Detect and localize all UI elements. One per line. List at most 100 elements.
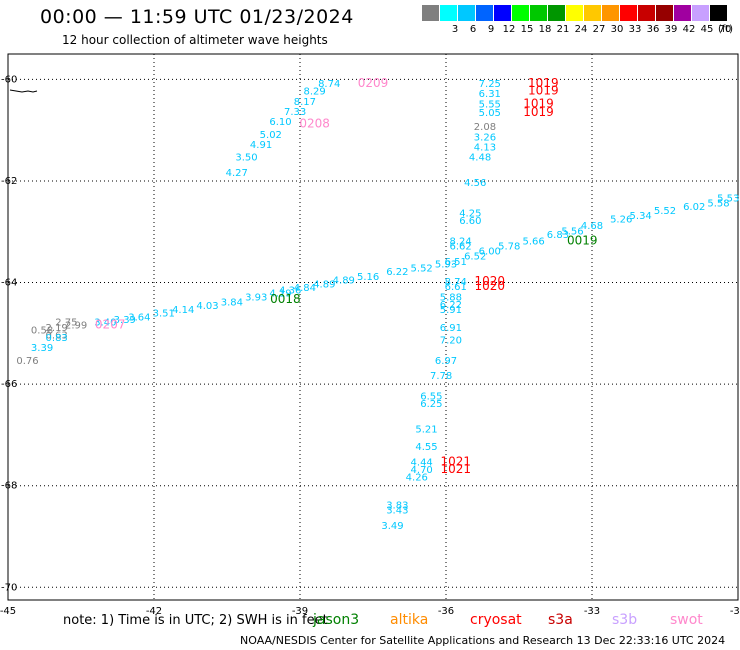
wave-height-label: 8.17: [294, 97, 316, 108]
satellite-name: swot: [670, 612, 703, 628]
lat-tick-label: -60: [1, 74, 17, 85]
coastline-fragment: [9, 89, 38, 93]
wave-height-label: 5.58: [707, 198, 729, 209]
wave-height-label: 5.52: [411, 263, 433, 274]
wave-height-label: 5.78: [498, 242, 520, 253]
map-subtitle: 12 hour collection of altimeter wave hei…: [62, 33, 328, 47]
wave-height-label: 4.70: [411, 465, 433, 476]
wave-height-label: 4.36: [279, 286, 301, 297]
wave-height-label: 8.74: [318, 79, 340, 90]
wave-height-label: 0.76: [16, 356, 38, 367]
wave-height-label: 3.51: [153, 309, 175, 320]
wave-height-label: 6.00: [479, 247, 501, 258]
wave-height-label: 6.25: [420, 399, 442, 410]
wave-height-label: 6.97: [435, 356, 457, 367]
lon-tick-label: -36: [438, 606, 454, 617]
satellite-name: s3b: [612, 612, 638, 628]
legend-label: 3: [451, 24, 459, 35]
lat-tick-label: -66: [1, 379, 17, 390]
wave-height-label: 8.24: [449, 236, 471, 247]
legend-label: 9: [487, 24, 495, 35]
legend-unit: (ft): [718, 24, 734, 35]
lat-tick-label: -68: [1, 481, 17, 492]
time-label: 1019: [528, 84, 559, 98]
satellite-name: altika: [390, 612, 429, 628]
legend-swatch: [620, 5, 637, 21]
legend-swatch: [548, 5, 565, 21]
wave-height-label: 6.10: [269, 117, 291, 128]
lat-tick-label: -62: [1, 176, 17, 187]
wave-height-label: 4.56: [464, 178, 486, 189]
legend-swatch: [422, 5, 439, 21]
wave-height-label: 6.91: [440, 323, 462, 334]
lon-tick-label: -33: [584, 606, 600, 617]
satellite-name: s3a: [548, 612, 573, 628]
wave-height-label: 6.02: [683, 202, 705, 213]
wave-height-label: 4.55: [415, 442, 437, 453]
wave-height-label: 4.89: [313, 280, 335, 291]
wave-height-label: 5.91: [440, 305, 462, 316]
lon-tick-label: -45: [0, 606, 16, 617]
graticule: [8, 54, 738, 600]
legend-label: 18: [538, 24, 552, 35]
wave-height-label: 3.83: [386, 501, 408, 512]
wave-height-label: 3.49: [381, 521, 403, 532]
legend-label: 6: [469, 24, 477, 35]
wave-height-label: 7.33: [284, 107, 306, 118]
lon-tick-label: -39: [292, 606, 308, 617]
legend-label: 45: [700, 24, 714, 35]
note-text: note: 1) Time is in UTC; 2) SWH is in fe…: [63, 613, 328, 628]
legend-label: 36: [646, 24, 660, 35]
time-label: 0208: [299, 117, 330, 131]
legend-swatch: [476, 5, 493, 21]
time-label: 1020: [475, 279, 506, 293]
legend-swatch: [494, 5, 511, 21]
wave-height-label: 8.29: [303, 87, 325, 98]
legend-label: 70: [718, 24, 732, 35]
lat-tick-label: -64: [1, 278, 17, 289]
wave-height-label: 0.83: [46, 333, 68, 344]
wave-height-label: 5.52: [654, 206, 676, 217]
wave-height-label: 7.25: [479, 79, 501, 90]
lon-tick-label: -30: [730, 606, 740, 617]
wave-height-label: 3.39: [31, 343, 53, 354]
wave-height-label: 6.22: [386, 267, 408, 278]
wave-height-label: 4.89: [333, 276, 355, 287]
lon-tick-label: -42: [146, 606, 162, 617]
wave-height-label: 7.20: [440, 336, 462, 347]
wave-height-label: 5.02: [260, 130, 282, 141]
wave-height-label: 3.40: [94, 318, 116, 329]
wave-height-label: 6.22: [440, 300, 462, 311]
wave-height-label: 6.52: [464, 252, 486, 263]
time-label: 1020: [475, 274, 506, 288]
wave-height-label: 5.21: [415, 424, 437, 435]
axis-ticks: -45 -42 -39 -36 -33 -30 -60 -62 -64 -66 -68 -70: [0, 74, 740, 617]
wave-height-label: 6.51: [445, 257, 467, 268]
wave-height-label: 4.27: [226, 168, 248, 179]
wave-height-label: 6.62: [449, 242, 471, 253]
time-label: 0019: [567, 233, 598, 247]
wave-height-label: 0.63: [46, 330, 68, 341]
legend-label: 42: [682, 24, 696, 35]
wave-height-label: 8.74: [445, 277, 467, 288]
legend-label: 21: [556, 24, 570, 35]
wave-height-label: 4.25: [459, 209, 481, 220]
time-label: 0018: [270, 292, 301, 306]
wave-height-label: 3.26: [474, 132, 496, 143]
wave-height-label: 5.56: [561, 226, 583, 237]
wave-height-label: 4.03: [196, 301, 218, 312]
legend-swatch: [638, 5, 655, 21]
legend-swatch: [440, 5, 457, 21]
wave-height-label: 4.13: [474, 143, 496, 154]
wave-height-label: 4.84: [294, 283, 316, 294]
legend-label: 30: [610, 24, 624, 35]
wave-height-label: 3.84: [221, 297, 243, 308]
credit-line: NOAA/NESDIS Center for Satellite Applica…: [240, 634, 726, 647]
legend-swatch: [692, 5, 709, 21]
wave-height-label: 2.08: [474, 122, 496, 133]
satellite-name: jason3: [313, 612, 360, 628]
legend-label: 27: [592, 24, 606, 35]
wave-height-label: 4.26: [406, 473, 428, 484]
wave-height-label: 7.78: [430, 371, 452, 382]
